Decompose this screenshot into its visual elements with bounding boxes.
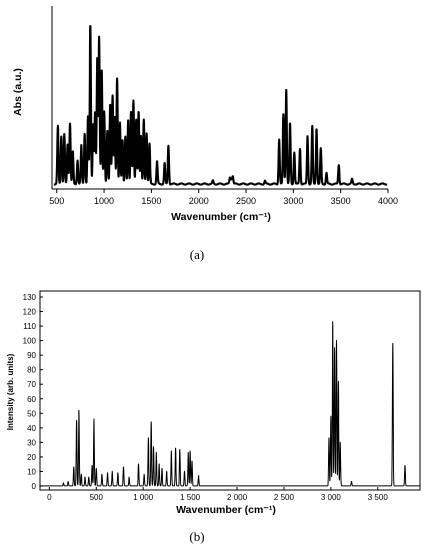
- chart-b-y-tick-label: 30: [27, 438, 36, 447]
- chart-b-y-tick-label: 60: [27, 395, 36, 404]
- chart-b-y-tick-label: 90: [27, 351, 36, 360]
- chart-a-x-tick-label: 1000: [94, 196, 114, 206]
- chart-b-y-tick-label: 10: [27, 467, 36, 476]
- chart-b-y-tick-label: 120: [23, 308, 37, 317]
- chart-a-x-tick-label: 3000: [283, 196, 303, 206]
- chart-b-axes: [39, 290, 421, 491]
- chart-a-x-tick-label: 3500: [331, 196, 351, 206]
- chart-a-x-tick-label: 2000: [189, 196, 209, 206]
- chart-b-x-tick-label: 3 500: [368, 493, 389, 502]
- chart-b-x-tick-label: 1 000: [133, 493, 154, 502]
- chart-a-series-line: [53, 24, 388, 186]
- chart-b-x-tick-label: 1 500: [180, 493, 201, 502]
- chart-a-x-tick-label: 4000: [378, 196, 398, 206]
- chart-b-y-tick-label: 20: [27, 453, 36, 462]
- chart-b-y-tick-label: 40: [27, 424, 36, 433]
- chart-b-y-tick-label: 130: [23, 293, 37, 302]
- chart-b-y-tick-label: 110: [23, 322, 36, 331]
- chart-b-plot-frame: [39, 290, 421, 491]
- chart-b-y-tick-label: 100: [23, 337, 37, 346]
- chart-b-y-tick-label: 70: [27, 380, 36, 389]
- chart-a-y-axis-label: Abs (a.u.): [12, 68, 24, 116]
- chart-b-x-tick-label: 0: [47, 493, 52, 502]
- chart-b-x-tick-label: 2 500: [274, 493, 295, 502]
- chart-b-y-tick-label: 0: [32, 482, 37, 491]
- chart-panel-a: 500 1000 1500 2000 2500 3000 3500 4000 Abs (a.u…: [12, 6, 398, 262]
- chart-a-x-tick-label: 1500: [141, 196, 161, 206]
- chart-a-axes: [51, 6, 388, 190]
- chart-b-x-axis-label: Wavenumber (cm⁻¹): [176, 504, 276, 516]
- chart-a-panel-label: (a): [190, 247, 204, 262]
- chart-b-x-tick-label: 500: [90, 493, 104, 502]
- chart-panel-b: 0 10 20 30 40 50 60 70 80 90 100 110 120 130 0 500 1 00…: [6, 290, 421, 544]
- chart-b-x-ticks: 0 500 1 000 1 500 2 000 2 500 3 000 3 500: [47, 487, 388, 502]
- chart-b-x-tick-label: 3 000: [321, 493, 342, 502]
- chart-a-x-axis-label: Wavenumber (cm⁻¹): [171, 211, 271, 223]
- chart-b-y-axis-label: Intensity (arb. units): [6, 353, 15, 430]
- chart-a-x-tick-label: 2500: [236, 196, 256, 206]
- chart-a-x-ticks: 500 1000 1500 2000 2500 3000 3500 4000: [49, 189, 398, 206]
- chart-b-y-tick-label: 50: [27, 409, 36, 418]
- chart-b-x-tick-label: 2 000: [227, 493, 248, 502]
- chart-b-y-tick-label: 80: [27, 366, 36, 375]
- chart-a-x-tick-label: 500: [49, 196, 64, 206]
- chart-b-y-ticks: 0 10 20 30 40 50 60 70 80 90 100 110 120 130: [23, 293, 43, 491]
- chart-b-panel-label: (b): [189, 529, 204, 544]
- chart-b-series-line: [40, 321, 420, 487]
